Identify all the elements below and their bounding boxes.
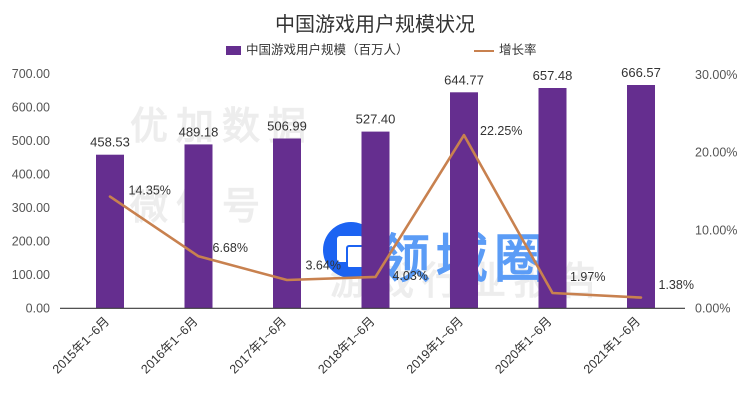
svg-text:20.00%: 20.00% <box>695 146 737 160</box>
svg-text:200.00: 200.00 <box>12 234 50 248</box>
svg-text:300.00: 300.00 <box>12 201 50 215</box>
svg-text:2017年1~6月: 2017年1~6月 <box>227 314 289 376</box>
svg-text:1.97%: 1.97% <box>570 270 605 284</box>
svg-text:657.48: 657.48 <box>533 68 573 83</box>
svg-text:4.03%: 4.03% <box>393 269 428 283</box>
svg-text:458.53: 458.53 <box>90 135 130 150</box>
svg-text:10.00%: 10.00% <box>695 224 737 238</box>
svg-text:2020年1~6月: 2020年1~6月 <box>492 314 554 376</box>
svg-text:6.68%: 6.68% <box>213 241 248 255</box>
svg-text:600.00: 600.00 <box>12 100 50 114</box>
svg-text:2021年1~6月: 2021年1~6月 <box>581 314 643 376</box>
svg-text:2019年1~6月: 2019年1~6月 <box>404 314 466 376</box>
svg-text:400.00: 400.00 <box>12 167 50 181</box>
svg-text:2016年1~6月: 2016年1~6月 <box>138 314 200 376</box>
svg-text:100.00: 100.00 <box>12 268 50 282</box>
svg-text:644.77: 644.77 <box>444 72 484 87</box>
svg-text:666.57: 666.57 <box>621 65 661 80</box>
svg-text:2015年1~6月: 2015年1~6月 <box>50 314 112 376</box>
svg-text:0.00%: 0.00% <box>695 301 730 315</box>
svg-text:700.00: 700.00 <box>12 67 50 81</box>
svg-text:14.35%: 14.35% <box>129 184 171 198</box>
svg-text:3.64%: 3.64% <box>306 259 341 273</box>
svg-text:506.99: 506.99 <box>267 119 307 134</box>
svg-text:0.00: 0.00 <box>26 301 50 315</box>
svg-text:527.40: 527.40 <box>356 112 396 127</box>
svg-text:489.18: 489.18 <box>179 124 219 139</box>
svg-text:2018年1~6月: 2018年1~6月 <box>315 314 377 376</box>
svg-text:22.25%: 22.25% <box>480 124 522 138</box>
svg-text:1.38%: 1.38% <box>659 278 694 292</box>
svg-text:30.00%: 30.00% <box>695 68 737 82</box>
svg-text:500.00: 500.00 <box>12 134 50 148</box>
